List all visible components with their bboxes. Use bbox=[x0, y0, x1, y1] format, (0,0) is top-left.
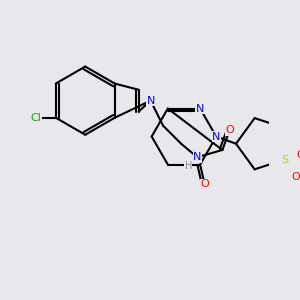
Text: O: O bbox=[296, 150, 300, 160]
Text: N: N bbox=[193, 152, 201, 162]
Text: O: O bbox=[200, 179, 209, 189]
Text: N: N bbox=[212, 131, 220, 142]
Text: N: N bbox=[196, 103, 204, 114]
Text: Cl: Cl bbox=[31, 113, 41, 123]
Text: H: H bbox=[184, 161, 192, 171]
Text: S: S bbox=[281, 154, 288, 164]
Text: N: N bbox=[146, 96, 155, 106]
Text: O: O bbox=[225, 125, 234, 135]
Text: O: O bbox=[291, 172, 300, 182]
